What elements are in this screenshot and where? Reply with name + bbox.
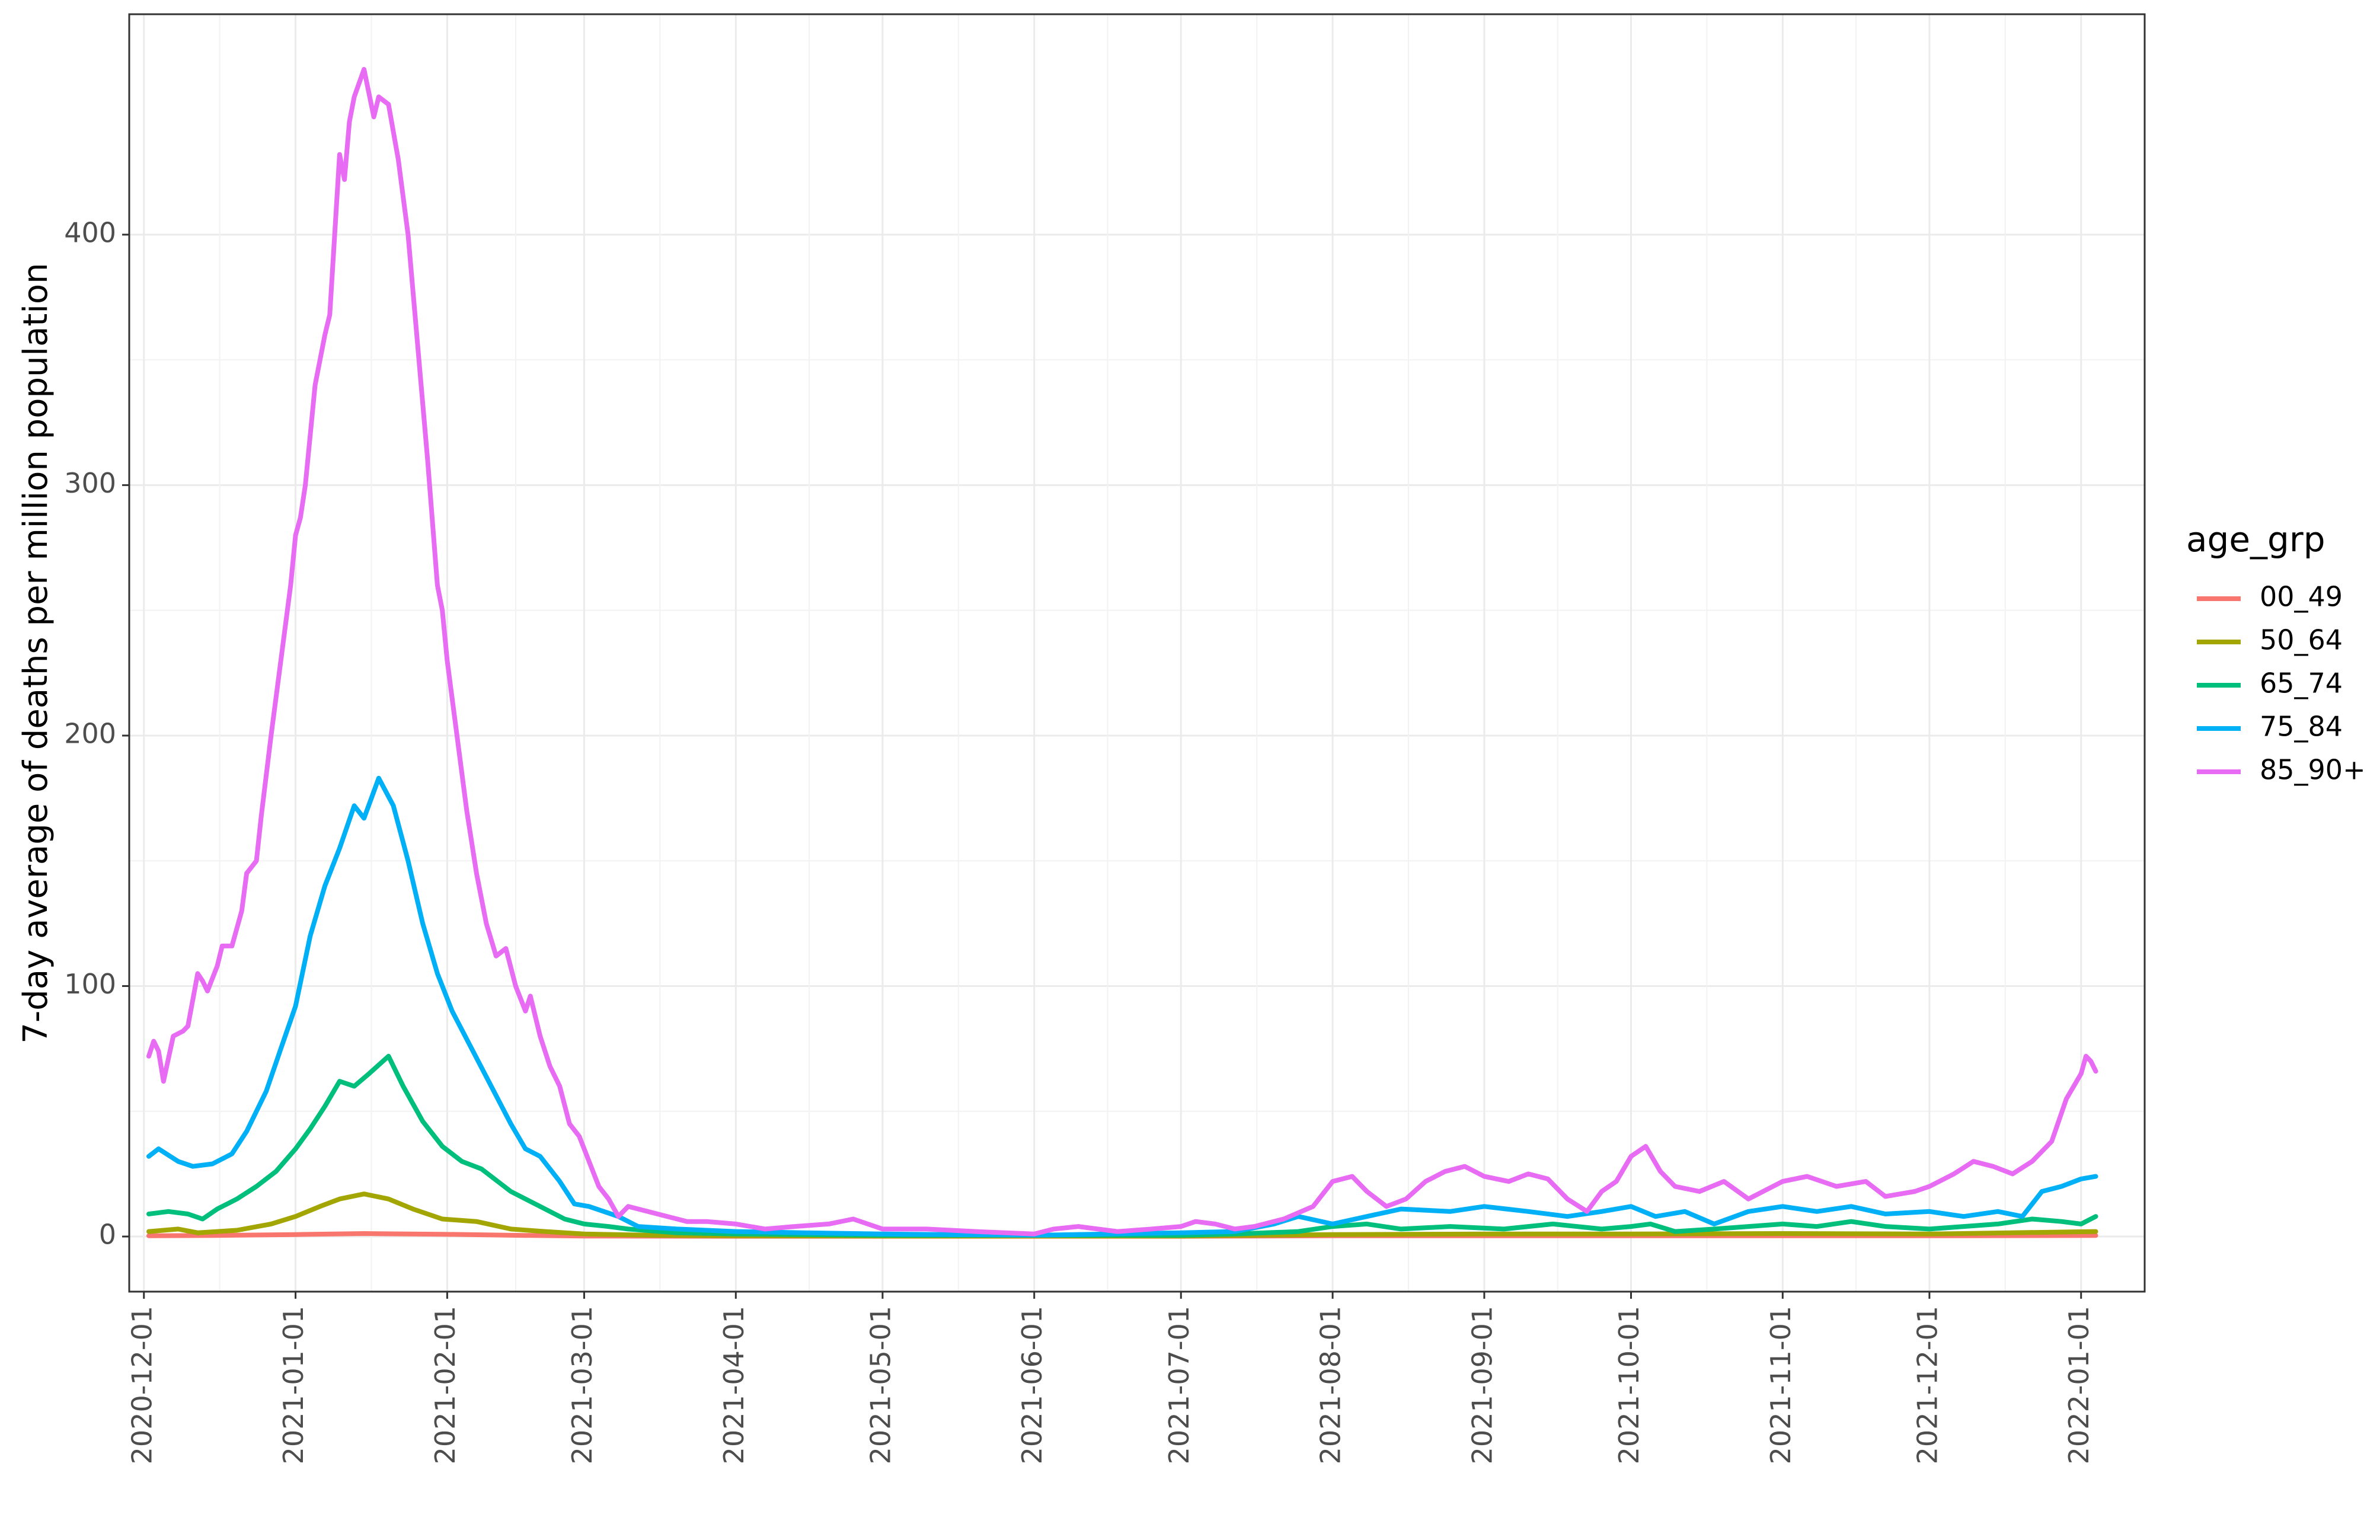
series-lines	[146, 67, 2098, 1239]
legend-label-85_90+: 85_90+	[2260, 754, 2366, 786]
legend: age_grp 00_49 50_64 65_74 75_84 85_90+	[2186, 519, 2366, 786]
x-tick-label: 2021-08-01	[1315, 1306, 1347, 1464]
y-tick-label: 200	[64, 717, 116, 749]
y-axis: 0 100 200 300 400	[64, 216, 129, 1251]
y-axis-title: 7-day average of deaths per million popu…	[17, 263, 55, 1043]
x-tick-label: 2021-04-01	[718, 1306, 750, 1464]
x-tick-label: 2021-01-01	[277, 1306, 309, 1464]
x-tick-label: 2021-09-01	[1466, 1306, 1498, 1464]
legend-label-65_74: 65_74	[2260, 667, 2343, 699]
y-tick-label: 0	[99, 1219, 116, 1251]
series-line-50_64	[146, 1191, 2098, 1239]
legend-label-50_64: 50_64	[2260, 624, 2343, 656]
x-tick-label: 2021-06-01	[1016, 1306, 1048, 1464]
y-tick-label: 100	[64, 968, 116, 1000]
x-tick-label: 2021-02-01	[429, 1306, 461, 1464]
x-tick-label: 2020-12-01	[126, 1306, 158, 1464]
plot-panel-border	[128, 13, 2146, 1293]
legend-title: age_grp	[2186, 519, 2325, 560]
legend-label-00_49: 00_49	[2260, 581, 2343, 613]
y-tick-label: 400	[64, 216, 116, 248]
x-tick-label: 2021-07-01	[1163, 1306, 1195, 1464]
y-tick-label: 300	[64, 467, 116, 499]
legend-label-75_84: 75_84	[2260, 711, 2343, 743]
x-tick-label: 2021-10-01	[1613, 1306, 1645, 1464]
x-tick-label: 2022-01-01	[2063, 1306, 2095, 1464]
x-tick-label: 2021-12-01	[1911, 1306, 1943, 1464]
series-line-85_90+	[146, 67, 2098, 1237]
x-tick-label: 2021-11-01	[1765, 1306, 1797, 1464]
x-axis: 2020-12-01 2021-01-01 2021-02-01 2021-03-01…	[126, 1292, 2095, 1464]
x-tick-label: 2021-03-01	[566, 1306, 598, 1464]
grid-lines	[129, 14, 2145, 1292]
x-tick-label: 2021-05-01	[864, 1306, 896, 1464]
series-line-75_84	[146, 775, 2098, 1238]
